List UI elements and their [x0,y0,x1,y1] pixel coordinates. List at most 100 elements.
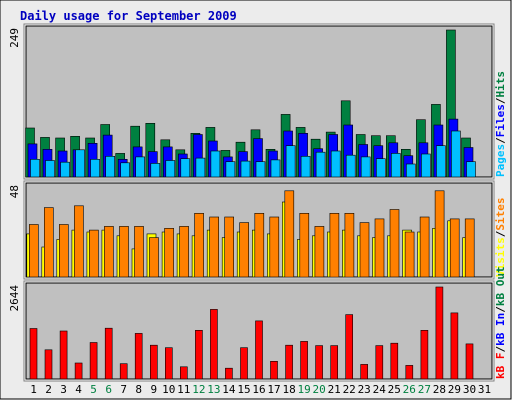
bar-kb-f-day-10 [165,347,173,380]
bar-kb-f-day-27 [420,329,429,380]
bar-kb-f-day-30 [465,343,474,380]
bar-sites-day-15 [239,222,249,278]
bar-pages-day-26 [405,163,416,178]
bar-sites-day-12 [194,213,204,278]
bar-pages-day-1 [30,159,40,178]
x-tick-label: 1 [30,383,37,396]
bar-pages-day-25 [390,153,401,178]
x-tick-label: 11 [177,383,190,396]
bar-pages-day-14 [225,161,236,178]
bar-kb-f-day-12 [195,329,203,380]
legend-visits: Visits [494,237,507,277]
bar-pages-day-10 [165,160,176,178]
bar-sites-day-29 [449,218,460,278]
bar-sites-day-5 [89,229,99,278]
bar-kb-f-day-21 [330,345,339,380]
bar-sites-day-26 [404,231,415,278]
bar-kb-f-day-29 [450,312,459,380]
bar-kb-f-day-16 [255,320,263,380]
bar-pages-day-29 [451,130,461,178]
bar-pages-day-4 [75,149,85,178]
bar-sites-day-17 [269,216,280,278]
x-tick-label: 27 [418,383,431,396]
bar-pages-day-18 [285,145,296,178]
bar-pages-day-21 [330,150,341,178]
bar-kb-f-day-26 [405,365,414,380]
bar-pages-day-15 [240,160,251,178]
bar-pages-day-11 [180,158,191,178]
x-tick-label: 4 [75,383,82,396]
bar-pages-day-12 [195,157,206,178]
legend-separator: / [494,137,507,144]
visits-panel: 48 Visits/Sites [8,180,507,280]
bar-sites-day-21 [329,213,340,278]
legend-separator: / [494,306,507,313]
chart-title: Daily usage for September 2009 [20,9,237,23]
x-tick-label: 3 [60,383,67,396]
bar-sites-day-7 [119,226,129,278]
bar-pages-day-27 [421,153,431,178]
bar-pages-day-6 [105,156,115,178]
bar-kb-f-day-5 [89,342,98,380]
x-tick-label: 9 [150,383,157,396]
bar-kb-f-day-9 [150,344,158,380]
legend-separator: / [494,230,507,237]
x-tick-label: 24 [373,383,387,396]
x-tick-label: 15 [237,383,250,396]
bar-sites-day-1 [28,224,39,278]
bar-kb-f-day-6 [104,327,113,380]
x-tick-label: 31 [478,383,491,396]
legend-hits: Hits [494,71,507,98]
x-tick-label: 21 [328,383,341,396]
x-tick-label: 29 [448,383,461,396]
bar-pages-day-9 [150,163,161,178]
bar-kb-f-day-22 [345,314,354,380]
visits-legend: Visits/Sites [494,198,507,278]
x-tick-label: 22 [343,383,356,396]
bar-sites-day-27 [419,216,430,278]
legend-sites: Sites [494,198,507,231]
bar-sites-day-25 [389,209,400,278]
bar-kb-f-day-20 [315,345,323,380]
bar-pages-day-7 [120,162,130,178]
x-tick-label: 13 [207,383,220,396]
x-tick-label: 25 [388,383,401,396]
legend-pages: Pages [494,144,507,177]
x-tick-label: 28 [433,383,446,396]
bar-kb-f-day-14 [225,367,233,380]
hits-legend: Pages/Files/Hits [494,71,507,177]
bar-sites-day-10 [164,228,174,278]
bar-sites-day-13 [209,216,219,278]
bar-pages-day-23 [360,156,371,178]
legend-kb-in: kB In [494,313,507,346]
x-tick-label: 5 [90,383,97,396]
bar-sites-day-30 [464,218,475,278]
x-tick-label: 12 [192,383,205,396]
bar-kb-f-day-18 [285,344,293,380]
x-tick-label: 18 [282,383,295,396]
bar-sites-day-2 [43,207,54,278]
bar-sites-day-11 [179,226,189,278]
bar-pages-day-8 [135,156,145,178]
bar-sites-day-3 [58,224,69,278]
x-tick-label: 10 [162,383,175,396]
bar-pages-day-13 [210,150,221,178]
bar-kb-f-day-4 [74,362,83,380]
legend-separator: / [494,346,507,353]
bar-kb-f-day-3 [59,330,68,380]
bar-kb-f-day-13 [210,309,218,380]
bar-sites-day-20 [314,226,325,278]
bar-sites-day-4 [74,205,84,278]
x-tick-label: 30 [463,383,476,396]
kbytes-ymax-label: 2644 [8,285,21,312]
bar-kb-f-day-28 [435,286,444,380]
bar-kb-f-day-15 [240,347,248,380]
x-tick-label: 14 [222,383,236,396]
x-tick-label: 16 [252,383,265,396]
x-tick-label: 6 [105,383,112,396]
x-tick-label: 20 [312,383,325,396]
bar-kb-f-day-25 [390,342,399,380]
